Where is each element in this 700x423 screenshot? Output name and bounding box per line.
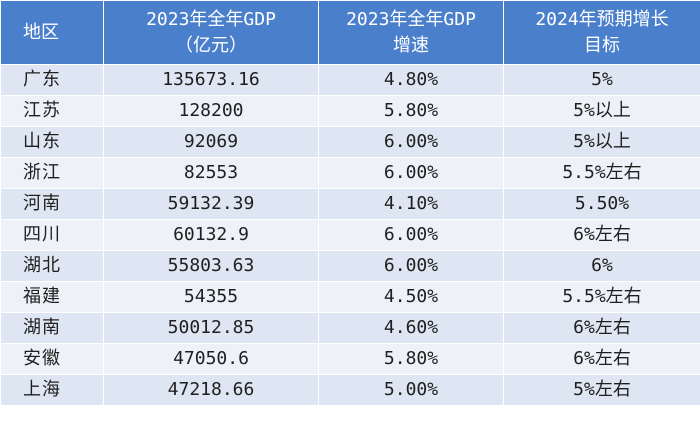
target-cell: 6%左右 bbox=[503, 343, 700, 375]
target-cell: 5% bbox=[503, 64, 700, 96]
gdp-header-line2: （亿元） bbox=[175, 34, 247, 56]
growth-header-line1: 2023年全年GDP bbox=[346, 8, 476, 30]
gdp-header-line1: 2023年全年GDP bbox=[146, 8, 276, 30]
growth-cell: 4.60% bbox=[318, 312, 504, 344]
region-cell: 湖南 bbox=[0, 312, 104, 344]
target-cell: 5.5%左右 bbox=[503, 281, 700, 313]
growth-cell: 5.80% bbox=[318, 343, 504, 375]
gdp-cell: 54355 bbox=[103, 281, 319, 313]
target-cell: 5.50% bbox=[503, 188, 700, 220]
gdp-table: 地区 2023年全年GDP （亿元） 2023年全年GDP 增速 2024年预期… bbox=[0, 0, 700, 406]
target-cell: 5%以上 bbox=[503, 126, 700, 158]
gdp-cell: 47218.66 bbox=[103, 374, 319, 406]
region-cell: 山东 bbox=[0, 126, 104, 158]
growth-cell: 4.10% bbox=[318, 188, 504, 220]
table-body: 广东 135673.16 4.80% 5% 江苏 128200 5.80% 5%以上 山东 920… bbox=[0, 64, 700, 406]
table-row: 湖南 50012.85 4.60% 6%左右 bbox=[0, 312, 700, 344]
region-cell: 福建 bbox=[0, 281, 104, 313]
region-cell: 浙江 bbox=[0, 157, 104, 189]
table-row: 河南 59132.39 4.10% 5.50% bbox=[0, 188, 700, 220]
region-cell: 河南 bbox=[0, 188, 104, 220]
growth-cell: 4.50% bbox=[318, 281, 504, 313]
target-cell: 6%左右 bbox=[503, 312, 700, 344]
target-cell: 5%左右 bbox=[503, 374, 700, 406]
region-header-text: 地区 bbox=[23, 21, 59, 43]
target-header-line2: 目标 bbox=[584, 34, 620, 56]
gdp-cell: 59132.39 bbox=[103, 188, 319, 220]
growth-cell: 5.00% bbox=[318, 374, 504, 406]
target-cell: 5%以上 bbox=[503, 95, 700, 127]
region-cell: 安徽 bbox=[0, 343, 104, 375]
region-cell: 湖北 bbox=[0, 250, 104, 282]
target-column-header: 2024年预期增长 目标 bbox=[503, 0, 700, 65]
region-cell: 江苏 bbox=[0, 95, 104, 127]
growth-cell: 6.00% bbox=[318, 219, 504, 251]
region-cell: 广东 bbox=[0, 64, 104, 96]
table-row: 广东 135673.16 4.80% 5% bbox=[0, 64, 700, 96]
growth-column-header: 2023年全年GDP 增速 bbox=[318, 0, 504, 65]
gdp-cell: 50012.85 bbox=[103, 312, 319, 344]
growth-cell: 4.80% bbox=[318, 64, 504, 96]
gdp-cell: 60132.9 bbox=[103, 219, 319, 251]
growth-cell: 6.00% bbox=[318, 157, 504, 189]
gdp-cell: 82553 bbox=[103, 157, 319, 189]
gdp-cell: 47050.6 bbox=[103, 343, 319, 375]
region-cell: 四川 bbox=[0, 219, 104, 251]
table-row: 山东 92069 6.00% 5%以上 bbox=[0, 126, 700, 158]
table-header: 地区 2023年全年GDP （亿元） 2023年全年GDP 增速 2024年预期… bbox=[0, 0, 700, 65]
gdp-cell: 55803.63 bbox=[103, 250, 319, 282]
gdp-cell: 128200 bbox=[103, 95, 319, 127]
gdp-column-header: 2023年全年GDP （亿元） bbox=[103, 0, 319, 65]
header-row: 地区 2023年全年GDP （亿元） 2023年全年GDP 增速 2024年预期… bbox=[0, 0, 700, 65]
table-row: 福建 54355 4.50% 5.5%左右 bbox=[0, 281, 700, 313]
growth-header-line2: 增速 bbox=[393, 34, 429, 56]
target-cell: 5.5%左右 bbox=[503, 157, 700, 189]
table-row: 四川 60132.9 6.00% 6%左右 bbox=[0, 219, 700, 251]
table-row: 湖北 55803.63 6.00% 6% bbox=[0, 250, 700, 282]
target-cell: 6% bbox=[503, 250, 700, 282]
region-cell: 上海 bbox=[0, 374, 104, 406]
target-cell: 6%左右 bbox=[503, 219, 700, 251]
region-column-header: 地区 bbox=[0, 0, 104, 65]
gdp-cell: 92069 bbox=[103, 126, 319, 158]
growth-cell: 6.00% bbox=[318, 250, 504, 282]
table-row: 安徽 47050.6 5.80% 6%左右 bbox=[0, 343, 700, 375]
target-header-line1: 2024年预期增长 bbox=[535, 8, 669, 30]
growth-cell: 5.80% bbox=[318, 95, 504, 127]
growth-cell: 6.00% bbox=[318, 126, 504, 158]
table-row: 上海 47218.66 5.00% 5%左右 bbox=[0, 374, 700, 406]
table-row: 江苏 128200 5.80% 5%以上 bbox=[0, 95, 700, 127]
table-row: 浙江 82553 6.00% 5.5%左右 bbox=[0, 157, 700, 189]
gdp-cell: 135673.16 bbox=[103, 64, 319, 96]
